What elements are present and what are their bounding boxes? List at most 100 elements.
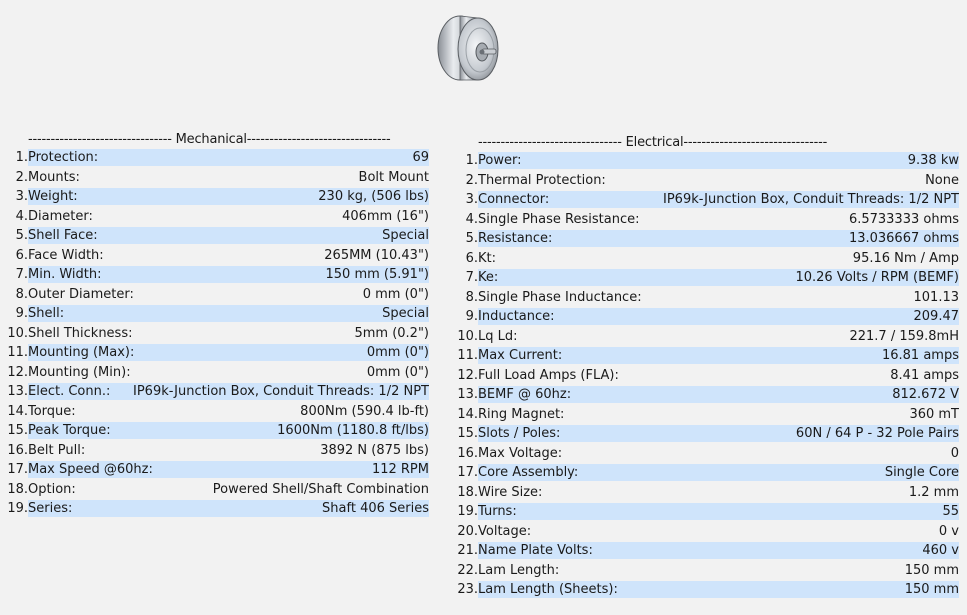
- spec-label: Slots / Poles:: [478, 426, 561, 442]
- spec-row-protection: 1. Protection: 69: [0, 148, 429, 168]
- row-number: 10.: [7, 325, 28, 341]
- spec-value: Single Core: [884, 465, 959, 481]
- spec-row-core-assembly: 17. Core Assembly: Single Core: [450, 463, 959, 483]
- row-number: 13.: [7, 384, 28, 400]
- spec-value: Shaft 406 Series: [322, 501, 429, 517]
- spec-row-resistance: 5. Resistance: 13.036667 ohms: [450, 229, 959, 249]
- row-number: 20.: [457, 523, 478, 539]
- spec-label: Connector:: [478, 192, 550, 208]
- spec-label: Thermal Protection:: [478, 172, 606, 188]
- spec-value: 69: [412, 150, 429, 166]
- spec-label: Mounting (Min):: [28, 364, 131, 380]
- electrical-spec-list: 1. Power: 9.38 kw 2. Thermal Protection: Non…: [450, 151, 959, 600]
- row-number: 17.: [7, 462, 28, 478]
- row-number: 6.: [465, 250, 478, 266]
- spec-value: 221.7 / 159.8mH: [849, 328, 959, 344]
- spec-row-weight: 3. Weight: 230 kg, (506 lbs): [0, 187, 429, 207]
- row-number: 5.: [465, 231, 478, 247]
- mechanical-spec-list: 1. Protection: 69 2. Mounts: Bolt Mount 3. We…: [0, 148, 429, 519]
- row-number: 2.: [15, 169, 28, 185]
- row-number: 8.: [15, 286, 28, 302]
- spec-label: Voltage:: [478, 523, 532, 539]
- row-number: 12.: [457, 367, 478, 383]
- spec-value: 0 mm (0"): [362, 286, 429, 302]
- spec-label: Wire Size:: [478, 484, 543, 500]
- spec-label: Weight:: [28, 189, 78, 205]
- spec-value: 95.16 Nm / Amp: [852, 250, 959, 266]
- spec-row-elect-conn: 13. Elect. Conn.: IP69k-Junction Box, Cond…: [0, 382, 429, 402]
- spec-label: Mounting (Max):: [28, 345, 135, 361]
- electrical-section-header: -------------------------------- Electri…: [478, 135, 828, 150]
- spec-label: Protection:: [28, 150, 99, 166]
- row-number: 3.: [15, 189, 28, 205]
- row-number: 18.: [457, 484, 478, 500]
- spec-value: 13.036667 ohms: [848, 231, 959, 247]
- spec-value: 265MM (10.43"): [324, 247, 429, 263]
- row-number: 1.: [15, 150, 28, 166]
- spec-value: 0: [950, 445, 959, 461]
- spec-row-single-phase-resistance: 4. Single Phase Resistance: 6.5733333 ohms: [450, 210, 959, 230]
- spec-row-lq-ld: 10. Lq Ld: 221.7 / 159.8mH: [450, 327, 959, 347]
- spec-label: Max Speed @60hz:: [28, 462, 153, 478]
- spec-row-shell: 9. Shell: Special: [0, 304, 429, 324]
- spec-label: Mounts:: [28, 169, 80, 185]
- row-number: 14.: [7, 403, 28, 419]
- spec-label: Max Voltage:: [478, 445, 563, 461]
- spec-row-ke: 7. Ke: 10.26 Volts / RPM (BEMF): [450, 268, 959, 288]
- spec-value: 0 v: [938, 523, 959, 539]
- spec-row-mounting-max: 11. Mounting (Max): 0mm (0"): [0, 343, 429, 363]
- spec-row-name-plate-volts: 21. Name Plate Volts: 460 v: [450, 541, 959, 561]
- spec-row-mounts: 2. Mounts: Bolt Mount: [0, 168, 429, 188]
- spec-row-lam-length: 22. Lam Length: 150 mm: [450, 561, 959, 581]
- spec-label: Full Load Amps (FLA):: [478, 367, 619, 383]
- spec-value: IP69k-Junction Box, Conduit Threads: 1/2…: [133, 384, 429, 400]
- spec-label: Kt:: [478, 250, 497, 266]
- spec-value: 3892 N (875 lbs): [320, 442, 429, 458]
- spec-value: Special: [382, 228, 429, 244]
- spec-value: 5mm (0.2"): [354, 325, 429, 341]
- row-number: 1.: [465, 153, 478, 169]
- spec-value: 150 mm: [904, 582, 959, 598]
- row-number: 7.: [15, 267, 28, 283]
- row-number: 8.: [465, 289, 478, 305]
- spec-row-peak-torque: 15. Peak Torque: 1600Nm (1180.8 ft/lbs): [0, 421, 429, 441]
- row-number: 4.: [15, 208, 28, 224]
- motor-pulley-icon: [437, 15, 499, 81]
- spec-row-thermal-protection: 2. Thermal Protection: None: [450, 171, 959, 191]
- spec-label: Peak Torque:: [28, 423, 111, 439]
- spec-value: 360 mT: [909, 406, 959, 422]
- spec-label: Face Width:: [28, 247, 104, 263]
- spec-row-max-current: 11. Max Current: 16.81 amps: [450, 346, 959, 366]
- spec-label: Series:: [28, 501, 73, 517]
- spec-value: 1.2 mm: [908, 484, 959, 500]
- spec-value: 150 mm: [904, 562, 959, 578]
- spec-row-single-phase-inductance: 8. Single Phase Inductance: 101.13: [450, 288, 959, 308]
- spec-label: Elect. Conn.:: [28, 384, 111, 400]
- spec-value: 9.38 kw: [907, 153, 959, 169]
- row-number: 7.: [465, 270, 478, 286]
- row-number: 22.: [457, 562, 478, 578]
- spec-label: Name Plate Volts:: [478, 543, 593, 559]
- spec-label: Resistance:: [478, 231, 553, 247]
- spec-label: Ke:: [478, 270, 499, 286]
- spec-row-face-width: 6. Face Width: 265MM (10.43"): [0, 246, 429, 266]
- spec-label: Turns:: [478, 504, 517, 520]
- row-number: 6.: [15, 247, 28, 263]
- row-number: 11.: [457, 348, 478, 364]
- spec-row-mounting-min: 12. Mounting (Min): 0mm (0"): [0, 363, 429, 383]
- spec-label: Single Phase Inductance:: [478, 289, 642, 305]
- spec-label: Diameter:: [28, 208, 93, 224]
- spec-row-voltage: 20. Voltage: 0 v: [450, 522, 959, 542]
- spec-row-ring-magnet: 14. Ring Magnet: 360 mT: [450, 405, 959, 425]
- spec-label: Option:: [28, 481, 76, 497]
- spec-row-inductance: 9. Inductance: 209.47: [450, 307, 959, 327]
- spec-row-max-voltage: 16. Max Voltage: 0: [450, 444, 959, 464]
- spec-row-lam-length-sheets: 23. Lam Length (Sheets): 150 mm: [450, 580, 959, 600]
- spec-label: Lam Length (Sheets):: [478, 582, 618, 598]
- row-number: 5.: [15, 228, 28, 244]
- spec-label: BEMF @ 60hz:: [478, 387, 572, 403]
- row-number: 9.: [465, 309, 478, 325]
- spec-label: Shell Face:: [28, 228, 98, 244]
- spec-value: 16.81 amps: [881, 348, 959, 364]
- spec-row-shell-face: 5. Shell Face: Special: [0, 226, 429, 246]
